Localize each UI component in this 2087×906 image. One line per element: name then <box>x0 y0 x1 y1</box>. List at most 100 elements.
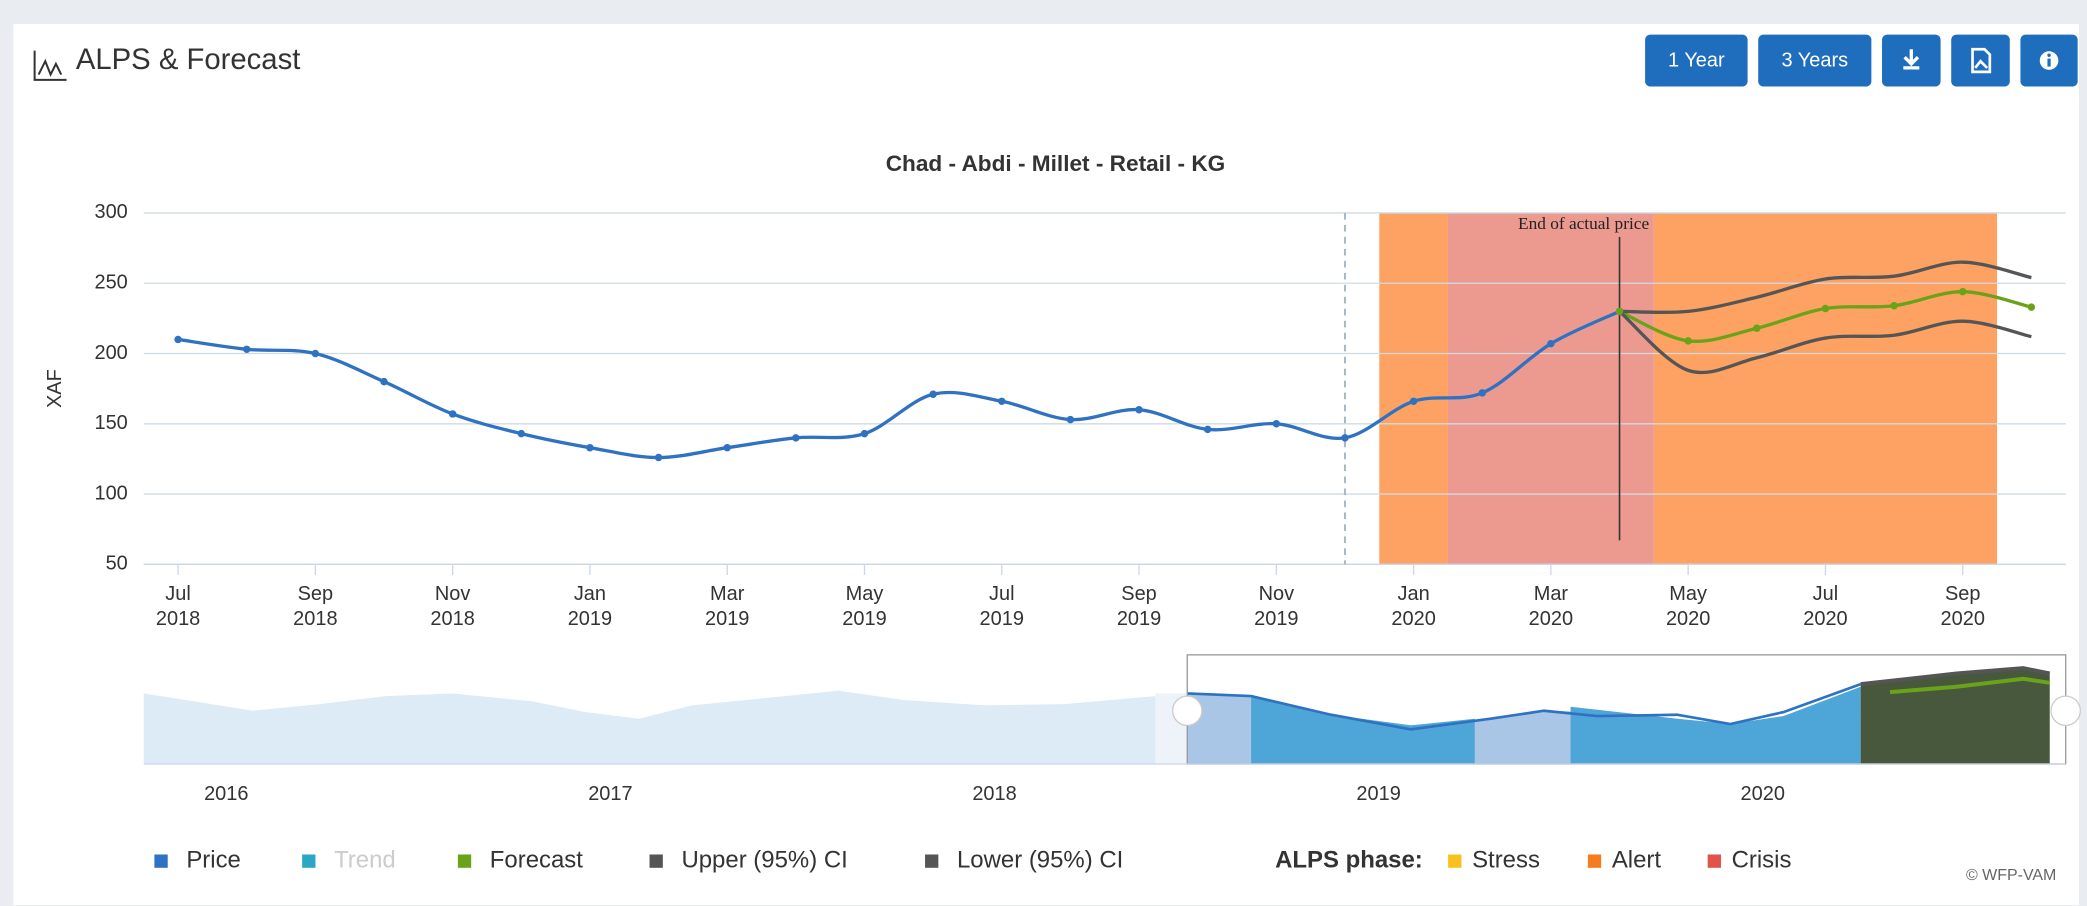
x-tick-label-line: Nov <box>435 583 471 605</box>
point <box>1066 415 1075 424</box>
x-tick-label: Sep 2019 <box>1117 583 1161 630</box>
x-tick-label-line: Mar <box>1534 583 1569 605</box>
point <box>1615 307 1624 316</box>
x-tick-label: Jan 2020 <box>1391 583 1435 630</box>
navigator-trend-area <box>1251 686 1861 764</box>
point <box>311 349 320 358</box>
legend-swatch <box>302 854 316 868</box>
point <box>1341 434 1349 442</box>
legend-label: Lower (95%) CI <box>957 846 1123 873</box>
button-label: 3 Years <box>1782 49 1849 71</box>
x-tick-label: Jul 2018 <box>156 583 200 630</box>
header-title: ALPS & Forecast <box>76 43 300 76</box>
lines: End of actual price <box>174 212 2036 565</box>
header-icon <box>33 50 67 81</box>
point <box>723 443 731 452</box>
x-tick-label-line: May <box>1669 583 1707 605</box>
y-tick-label: 150 <box>94 412 127 434</box>
x-tick-label-line: 2019 <box>705 609 749 631</box>
point <box>792 434 800 442</box>
point <box>1547 339 1555 348</box>
x-tick-label-line: Sep <box>1121 583 1157 605</box>
x-tick-label-line: 2019 <box>568 609 612 631</box>
button-label: 1 Year <box>1668 49 1725 71</box>
x-tick-label-line: Mar <box>710 583 745 605</box>
x-tick-label-line: Jul <box>165 583 191 605</box>
point <box>517 429 526 438</box>
point <box>1478 389 1486 397</box>
phase-label: Crisis <box>1732 846 1792 873</box>
point <box>1684 337 1692 345</box>
x-tick-label: May 2020 <box>1666 583 1710 630</box>
x-tick-label-line: 2019 <box>1117 609 1161 631</box>
navigator-forecast-line <box>1889 676 2051 695</box>
point <box>380 377 388 386</box>
point <box>1821 304 1830 313</box>
point <box>1959 287 1967 296</box>
y-tick-label: 250 <box>94 271 127 293</box>
legend: Price Trend Forecast Upper (95%) CI Lower (9… <box>154 846 1791 873</box>
x-tick-label-line: 2019 <box>980 609 1024 631</box>
navigator-tick-label: 2018 <box>972 783 1016 805</box>
grid: 50 100 150 200 250 300 Jul 2018 Sep 2018 Nov 2018 Ja… <box>94 201 2066 631</box>
x-tick-label: Mar 2020 <box>1529 583 1573 630</box>
x-tick-label: Jan 2019 <box>568 583 612 630</box>
point <box>174 335 182 344</box>
download-icon <box>1903 49 1920 70</box>
x-tick-label-line: 2020 <box>1529 609 1573 631</box>
credit: © WFP-VAM <box>1966 867 2056 884</box>
x-tick-label-line: Sep <box>298 583 334 605</box>
navigator-tick-label: 2019 <box>1356 783 1400 805</box>
navigator-tick-label: 2017 <box>588 783 632 805</box>
x-tick-label-line: 2018 <box>156 609 200 631</box>
navigator-price-line <box>1187 682 1862 731</box>
info-icon-stem <box>2047 58 2051 67</box>
legend-label: Forecast <box>490 846 583 873</box>
navigator: 2016 2017 2018 2019 2020 <box>143 654 2082 805</box>
x-tick-label-line: Sep <box>1945 583 1981 605</box>
x-tick-label: Sep 2020 <box>1941 583 1985 630</box>
x-tick-label-line: 2020 <box>1941 609 1985 631</box>
phase-swatch <box>1707 854 1721 868</box>
series-line <box>1619 260 2032 315</box>
phase-band <box>1379 212 1448 565</box>
legend-label: Price <box>186 846 241 873</box>
x-tick-label-line: 2018 <box>293 609 337 631</box>
x-tick-label-line: 2020 <box>1666 609 1710 631</box>
x-tick-label: May 2019 <box>842 583 886 630</box>
x-tick-label-line: 2019 <box>1254 609 1298 631</box>
button-3-years[interactable] <box>1758 34 1872 87</box>
point <box>998 397 1006 406</box>
buttons: 1 Year 3 Years <box>1645 34 2078 87</box>
y-tick-label: 100 <box>94 482 127 504</box>
y-axis-label: XAF <box>44 369 66 408</box>
x-tick-label-line: Nov <box>1259 583 1295 605</box>
phase-label: Stress <box>1472 846 1540 873</box>
x-tick-label-line: 2018 <box>430 609 474 631</box>
point <box>1409 397 1418 406</box>
y-tick-label: 300 <box>94 201 127 223</box>
button-1-year[interactable] <box>1645 34 1748 87</box>
phase-title: ALPS phase: <box>1275 846 1423 873</box>
navigator-tick-label: 2016 <box>204 783 248 805</box>
navigator-handle-right[interactable] <box>2050 695 2082 727</box>
bands <box>1379 212 1998 565</box>
phase-swatch <box>1587 854 1602 868</box>
point <box>1203 425 1212 434</box>
x-tick-label-line: Jul <box>989 583 1015 605</box>
point <box>654 453 663 462</box>
x-tick-label: Jul 2019 <box>980 583 1024 630</box>
x-tick-label: Nov 2019 <box>1254 583 1298 630</box>
annotation-text: End of actual price <box>1518 214 1649 233</box>
image-icon <box>1971 47 1992 74</box>
series-line <box>177 309 1621 460</box>
point <box>1135 406 1143 414</box>
x-tick-label: Sep 2018 <box>293 583 337 630</box>
x-tick-label-line: 2020 <box>1391 609 1435 631</box>
y-tick-label: 50 <box>106 553 128 575</box>
phase-band <box>1653 212 1998 565</box>
navigator-handle-left[interactable] <box>1171 695 1203 727</box>
phase-swatch <box>1448 854 1462 868</box>
legend-swatch <box>649 854 663 868</box>
